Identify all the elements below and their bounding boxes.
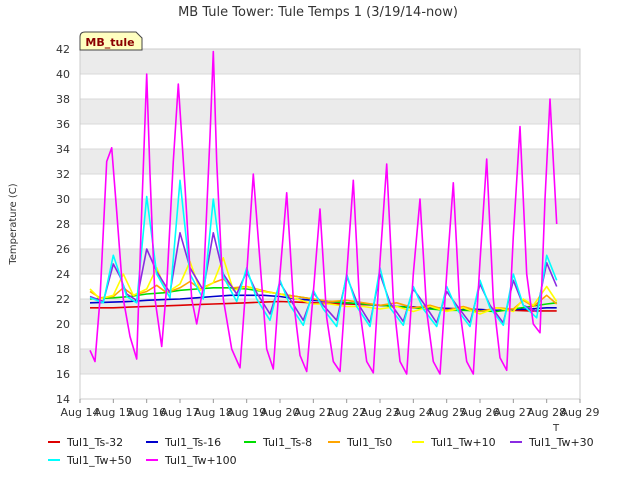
y-tick-label: 24 bbox=[56, 268, 70, 281]
x-tick-label: Aug 22 bbox=[327, 406, 366, 419]
site-label-box: MB_tule bbox=[79, 31, 143, 51]
legend-label: Tul1_Ts-32 bbox=[66, 436, 123, 449]
y-tick-label: 30 bbox=[56, 193, 70, 206]
x-tick-label: Aug 26 bbox=[461, 406, 500, 419]
series-line bbox=[89, 50, 558, 375]
plot-band bbox=[80, 49, 580, 74]
x-tick-label: Aug 18 bbox=[194, 406, 233, 419]
y-tick-label: 28 bbox=[56, 218, 70, 231]
chart-title: MB Tule Tower: Tule Temps 1 (3/19/14-now… bbox=[178, 5, 458, 20]
legend-label: Tul1_Tw+10 bbox=[430, 436, 496, 449]
legend-label: Tul1_Ts0 bbox=[346, 436, 392, 449]
legend: Tul1_Ts-32 Tul1_Ts-16 Tul1_Ts-8 Tul1_Ts0 Tul… bbox=[48, 436, 594, 467]
x-tick-label: Aug 23 bbox=[361, 406, 400, 419]
x-tick-label: Aug 24 bbox=[394, 406, 433, 419]
series-lines bbox=[89, 50, 558, 375]
y-tick-label: 20 bbox=[56, 318, 70, 331]
y-tick-label: 34 bbox=[56, 143, 70, 156]
y-tick-label: 32 bbox=[56, 168, 70, 181]
x-tick-label: Aug 15 bbox=[94, 406, 133, 419]
y-axis-label: Temperature (C) bbox=[8, 183, 19, 265]
y-tick-label: 26 bbox=[56, 243, 70, 256]
site-label: MB_tule bbox=[85, 36, 134, 49]
y-tick-label: 40 bbox=[56, 68, 70, 81]
legend-label: Tul1_Tw+100 bbox=[164, 454, 237, 467]
legend-label: Tul1_Tw+30 bbox=[528, 436, 594, 449]
plot-band bbox=[80, 349, 580, 374]
plot-band bbox=[80, 249, 580, 274]
x-tick-label: Aug 16 bbox=[127, 406, 166, 419]
x-tick-label: Aug 28 bbox=[527, 406, 566, 419]
y-tick-label: 38 bbox=[56, 93, 70, 106]
x-tick-label: Aug 21 bbox=[294, 406, 333, 419]
y-axis-ticks: 14 16 18 20 22 24 26 28 30 32 34 36 38 40 42 bbox=[56, 43, 70, 406]
plot-band bbox=[80, 149, 580, 174]
x-axis-corner-label: T bbox=[552, 423, 560, 434]
legend-label: Tul1_Tw+50 bbox=[66, 454, 132, 467]
plot-band bbox=[80, 199, 580, 224]
site-label-box-shape bbox=[79, 31, 143, 51]
x-tick-label: Aug 17 bbox=[161, 406, 200, 419]
legend-label: Tul1_Ts-16 bbox=[164, 436, 221, 449]
x-tick-label: Aug 19 bbox=[227, 406, 266, 419]
x-tick-label: Aug 20 bbox=[261, 406, 300, 419]
x-tick-label: Aug 29 bbox=[561, 406, 600, 419]
plot-area bbox=[79, 48, 581, 400]
y-tick-label: 16 bbox=[56, 368, 70, 381]
plot-bands bbox=[80, 49, 580, 374]
y-tick-label: 36 bbox=[56, 118, 70, 131]
x-tick-label: Aug 25 bbox=[427, 406, 466, 419]
y-tick-label: 18 bbox=[56, 343, 70, 356]
plot-band bbox=[80, 99, 580, 124]
y-tick-label: 14 bbox=[56, 393, 70, 406]
x-tick-label: Aug 14 bbox=[61, 406, 100, 419]
x-tick-label: Aug 27 bbox=[494, 406, 533, 419]
y-tick-label: 22 bbox=[56, 293, 70, 306]
y-tick-label: 42 bbox=[56, 43, 70, 56]
legend-label: Tul1_Ts-8 bbox=[262, 436, 312, 449]
